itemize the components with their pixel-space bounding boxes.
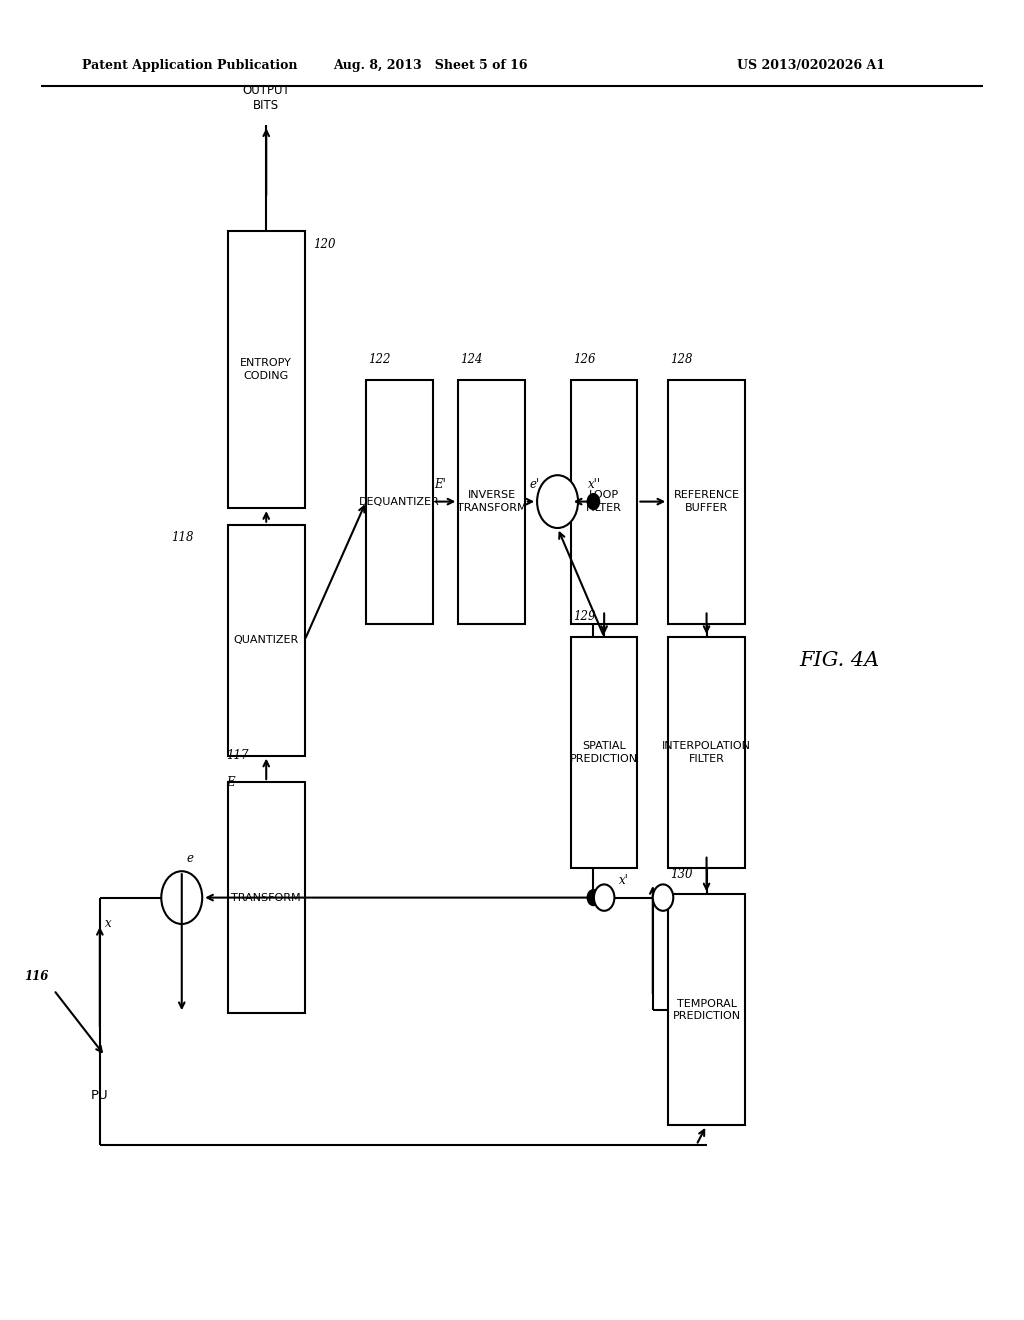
Text: 126: 126 <box>573 352 595 366</box>
Text: Patent Application Publication: Patent Application Publication <box>82 59 297 73</box>
Text: PU: PU <box>91 1089 109 1102</box>
FancyBboxPatch shape <box>227 231 305 508</box>
Text: 124: 124 <box>461 352 482 366</box>
FancyBboxPatch shape <box>668 636 744 869</box>
Text: E: E <box>225 776 234 788</box>
Text: E': E' <box>434 478 446 491</box>
Text: 122: 122 <box>369 352 390 366</box>
FancyBboxPatch shape <box>668 895 744 1125</box>
Text: 128: 128 <box>670 352 692 366</box>
Text: FIG. 4A: FIG. 4A <box>800 651 880 669</box>
Text: QUANTIZER: QUANTIZER <box>233 635 299 645</box>
Text: x': x' <box>620 874 629 887</box>
Text: TRANSFORM: TRANSFORM <box>231 892 301 903</box>
Text: 129: 129 <box>573 610 595 623</box>
Text: 120: 120 <box>313 238 335 251</box>
Text: US 2013/0202026 A1: US 2013/0202026 A1 <box>737 59 886 73</box>
Text: 130: 130 <box>670 869 692 880</box>
Text: e': e' <box>530 478 541 491</box>
Circle shape <box>588 494 600 510</box>
Text: SPATIAL
PREDICTION: SPATIAL PREDICTION <box>570 742 638 763</box>
Text: x'': x'' <box>588 478 601 491</box>
Text: x: x <box>104 917 112 931</box>
Text: Aug. 8, 2013   Sheet 5 of 16: Aug. 8, 2013 Sheet 5 of 16 <box>333 59 527 73</box>
FancyBboxPatch shape <box>571 380 637 624</box>
FancyBboxPatch shape <box>668 380 744 624</box>
FancyBboxPatch shape <box>227 781 305 1014</box>
Text: DEQUANTIZER: DEQUANTIZER <box>359 496 439 507</box>
Text: INTERPOLATION
FILTER: INTERPOLATION FILTER <box>663 742 751 763</box>
Text: INVERSE
TRANSFORM: INVERSE TRANSFORM <box>457 491 526 512</box>
Text: TEMPORAL
PREDICTION: TEMPORAL PREDICTION <box>673 999 740 1020</box>
Text: 116: 116 <box>25 970 48 983</box>
Circle shape <box>588 890 600 906</box>
Circle shape <box>161 871 202 924</box>
FancyBboxPatch shape <box>571 636 637 869</box>
Text: e: e <box>186 851 194 865</box>
Text: 118: 118 <box>172 531 194 544</box>
Text: OUTPUT
BITS: OUTPUT BITS <box>243 84 290 112</box>
Circle shape <box>537 475 578 528</box>
Text: LOOP
FILTER: LOOP FILTER <box>586 491 623 512</box>
Text: ENTROPY
CODING: ENTROPY CODING <box>241 359 292 380</box>
FancyBboxPatch shape <box>367 380 433 624</box>
Circle shape <box>594 884 614 911</box>
FancyBboxPatch shape <box>459 380 524 624</box>
FancyBboxPatch shape <box>227 524 305 755</box>
Text: REFERENCE
BUFFER: REFERENCE BUFFER <box>674 491 739 512</box>
Circle shape <box>653 884 674 911</box>
Text: 117: 117 <box>225 750 248 762</box>
